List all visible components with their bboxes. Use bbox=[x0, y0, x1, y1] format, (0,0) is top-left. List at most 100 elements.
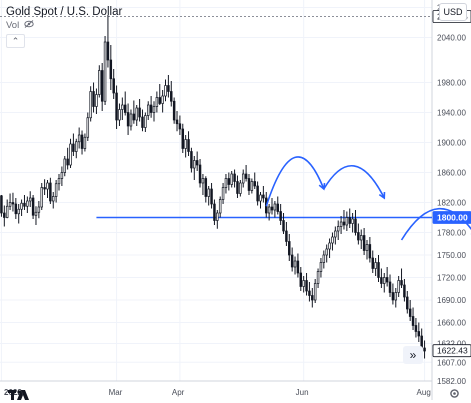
time-axis-label: Apr bbox=[172, 388, 185, 397]
candle-body bbox=[270, 206, 274, 211]
candle-body bbox=[40, 187, 43, 208]
candle-body bbox=[345, 217, 349, 226]
candle-body bbox=[233, 173, 236, 182]
candle-body bbox=[414, 325, 418, 332]
currency-button[interactable]: USD bbox=[439, 3, 467, 21]
candle-body bbox=[26, 200, 29, 207]
candle-body bbox=[236, 181, 239, 194]
candle-body bbox=[204, 178, 208, 197]
candle-body bbox=[175, 119, 179, 125]
candle-body bbox=[11, 202, 15, 205]
candle-body bbox=[368, 244, 372, 259]
price-axis-label: 1582.00 bbox=[437, 377, 466, 386]
price-axis-label: 1720.00 bbox=[437, 274, 466, 283]
candle-body bbox=[57, 178, 61, 185]
candle-body bbox=[213, 203, 216, 221]
candle-body bbox=[230, 173, 233, 185]
candle-body bbox=[279, 211, 282, 221]
candle-body bbox=[354, 218, 357, 233]
candle-body bbox=[247, 178, 251, 191]
candle-body bbox=[60, 172, 64, 179]
candle-body bbox=[14, 203, 18, 215]
candle-body bbox=[126, 112, 130, 127]
price-tag bbox=[432, 344, 471, 358]
candle-body bbox=[28, 197, 32, 202]
candle-body bbox=[158, 97, 161, 104]
candle-body bbox=[184, 139, 187, 149]
candle-body bbox=[5, 205, 9, 218]
candle-body bbox=[267, 206, 271, 214]
candle-body bbox=[397, 280, 400, 293]
candle-body bbox=[63, 158, 67, 173]
candle-body bbox=[290, 254, 294, 268]
gear-icon[interactable] bbox=[449, 388, 460, 402]
time-axis-label: Aug bbox=[417, 388, 431, 397]
candle-body bbox=[391, 292, 395, 301]
candle-body bbox=[178, 123, 182, 130]
candle-body bbox=[77, 134, 81, 143]
candle-body bbox=[170, 91, 173, 102]
price-axis-label: 1632.00 bbox=[437, 340, 466, 349]
candle-body bbox=[305, 280, 308, 292]
candle-body bbox=[54, 183, 58, 197]
candle-body bbox=[146, 104, 150, 116]
scroll-to-realtime-button[interactable]: » bbox=[403, 346, 423, 364]
candle-body bbox=[20, 202, 23, 210]
candle-body bbox=[411, 316, 415, 326]
candle-body bbox=[359, 235, 363, 241]
candle-body bbox=[161, 95, 164, 104]
candle-body bbox=[109, 59, 113, 80]
candle-body bbox=[383, 277, 386, 284]
chevron-up-icon[interactable]: ⌃ bbox=[6, 34, 25, 48]
candle-body bbox=[167, 85, 170, 92]
candle-body bbox=[69, 143, 72, 166]
candle-body bbox=[37, 206, 41, 213]
arc-arrowhead bbox=[378, 191, 386, 200]
candle-body bbox=[259, 194, 262, 202]
candle-body bbox=[187, 139, 190, 152]
pattern-arc bbox=[323, 164, 385, 199]
candle-body bbox=[403, 284, 406, 298]
candle-body bbox=[0, 195, 3, 214]
candle-body bbox=[115, 92, 118, 121]
candle-body bbox=[195, 160, 199, 166]
candle-body bbox=[288, 241, 291, 256]
candle-body bbox=[98, 70, 101, 95]
price-axis-label: 1750.00 bbox=[437, 251, 466, 260]
candle-body bbox=[216, 212, 219, 221]
price-axis-label: 1820.00 bbox=[437, 199, 466, 208]
candle-body bbox=[221, 187, 225, 200]
candle-body bbox=[155, 97, 159, 107]
candle-body bbox=[322, 254, 326, 263]
candle-body bbox=[339, 221, 343, 227]
candle-body bbox=[256, 185, 259, 202]
candle-body bbox=[83, 136, 87, 149]
candle-body bbox=[250, 181, 254, 191]
candle-body bbox=[201, 178, 205, 184]
eye-slash-icon[interactable] bbox=[24, 20, 34, 31]
candle-body bbox=[66, 158, 69, 166]
volume-indicator-row: Vol bbox=[6, 20, 34, 31]
candle-body bbox=[193, 160, 196, 169]
price-tag-label: 1800.00 bbox=[437, 213, 468, 223]
price-axis-label: 1980.00 bbox=[437, 79, 466, 88]
price-axis-label: 1607.00 bbox=[437, 358, 466, 367]
candle-body bbox=[362, 235, 366, 251]
candle-body bbox=[357, 232, 360, 241]
vol-label: Vol bbox=[6, 20, 20, 31]
candle-body bbox=[207, 188, 210, 197]
candle-body bbox=[299, 272, 303, 287]
candle-body bbox=[138, 107, 141, 118]
candle-body bbox=[218, 199, 222, 214]
candle-body bbox=[423, 347, 426, 352]
candle-body bbox=[31, 197, 35, 216]
candle-body bbox=[319, 262, 323, 272]
candle-body bbox=[374, 262, 377, 269]
candle-body bbox=[144, 115, 147, 128]
pattern-arc bbox=[400, 207, 471, 241]
candle-body bbox=[302, 280, 305, 287]
candle-body bbox=[8, 202, 12, 207]
candle-body bbox=[49, 182, 52, 202]
